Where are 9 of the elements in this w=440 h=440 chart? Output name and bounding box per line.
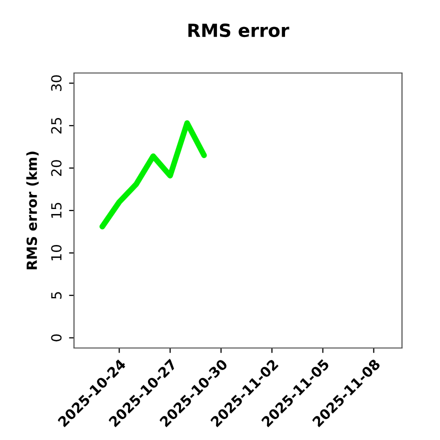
y-tick-label: 20 [51, 160, 62, 176]
y-tick-label: 5 [51, 292, 62, 299]
y-tick-label: 0 [51, 334, 62, 342]
y-tick-label: 15 [51, 202, 62, 218]
y-tick-label: 25 [51, 118, 62, 134]
chart-title: RMS error [188, 23, 290, 38]
y-tick-label: 30 [51, 75, 62, 91]
y-axis-title: RMS error (km) [26, 152, 39, 270]
y-tick-label: 10 [51, 245, 62, 260]
